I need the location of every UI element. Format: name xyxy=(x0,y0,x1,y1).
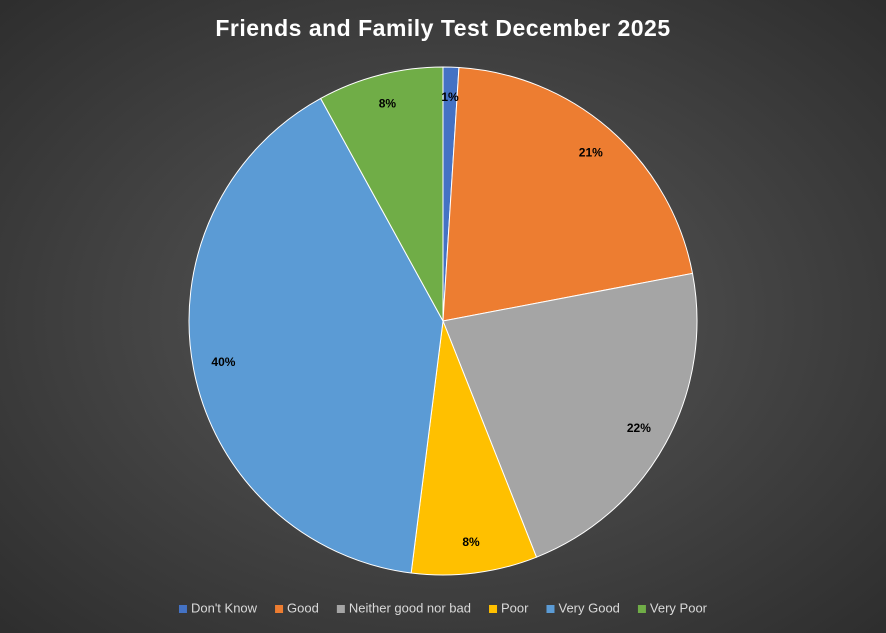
data-label: 21% xyxy=(579,146,603,160)
legend-swatch xyxy=(637,605,646,613)
pie-slice xyxy=(442,66,694,322)
data-label: 40% xyxy=(211,355,235,369)
pie-slice xyxy=(442,272,698,558)
data-label: 1% xyxy=(441,90,459,104)
legend-swatch xyxy=(336,605,345,613)
data-label: 8% xyxy=(379,97,397,111)
chart-title: Friends and Family Test December 2025 xyxy=(215,15,670,41)
legend-label: Poor xyxy=(501,600,529,615)
legend-swatch xyxy=(178,605,187,613)
legend-swatch xyxy=(489,605,498,613)
pie xyxy=(188,66,698,576)
legend-swatch xyxy=(546,605,555,613)
pie-slice xyxy=(188,97,444,574)
legend: Don't Know Good Neither good nor bad Poor Ve… xyxy=(178,600,708,615)
data-label: 8% xyxy=(462,535,480,549)
legend-label: Neither good nor bad xyxy=(349,600,471,615)
legend-label: Good xyxy=(287,600,319,615)
legend-label: Very Good xyxy=(558,600,619,615)
pie-slice xyxy=(410,320,538,576)
data-labels: 1% 21% 22% 8% 40% 8% xyxy=(211,90,651,549)
legend-label: Don't Know xyxy=(191,600,258,615)
legend-swatch xyxy=(275,605,284,613)
pie-slice xyxy=(319,66,444,322)
data-label: 22% xyxy=(627,421,651,435)
legend-label: Very Poor xyxy=(650,600,708,615)
